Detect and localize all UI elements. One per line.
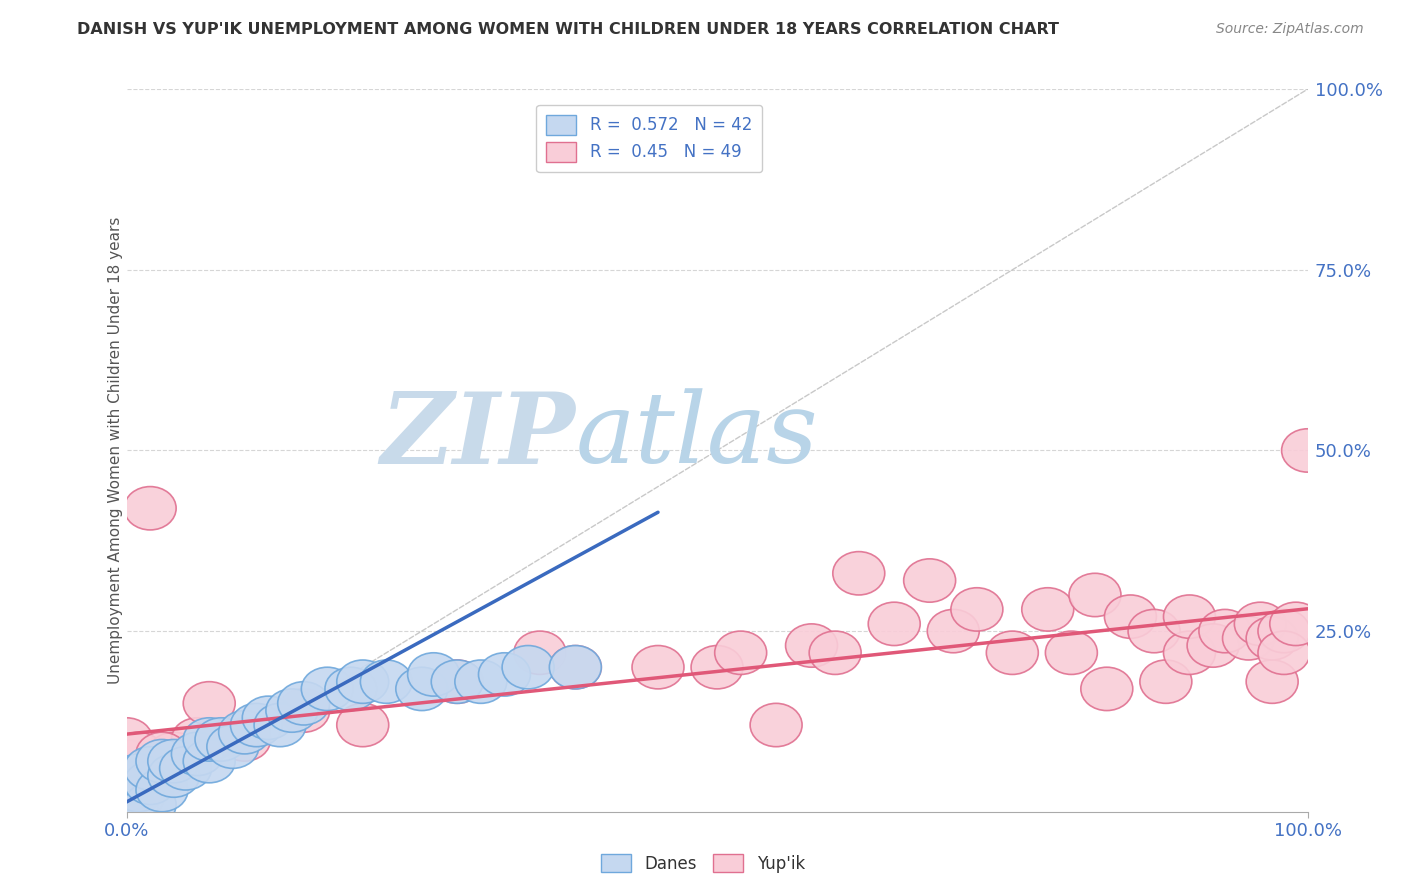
Ellipse shape xyxy=(160,747,211,790)
Ellipse shape xyxy=(101,776,152,819)
Ellipse shape xyxy=(1046,632,1097,674)
Ellipse shape xyxy=(337,703,388,747)
Ellipse shape xyxy=(254,703,307,747)
Ellipse shape xyxy=(832,551,884,595)
Ellipse shape xyxy=(550,118,602,161)
Ellipse shape xyxy=(550,646,602,689)
Ellipse shape xyxy=(148,739,200,783)
Ellipse shape xyxy=(136,754,188,797)
Ellipse shape xyxy=(1164,595,1215,639)
Ellipse shape xyxy=(112,754,165,797)
Ellipse shape xyxy=(101,783,152,826)
Ellipse shape xyxy=(101,790,152,833)
Ellipse shape xyxy=(207,725,259,768)
Ellipse shape xyxy=(101,783,152,826)
Ellipse shape xyxy=(1234,602,1286,646)
Ellipse shape xyxy=(1128,609,1180,653)
Ellipse shape xyxy=(231,703,283,747)
Ellipse shape xyxy=(325,667,377,711)
Ellipse shape xyxy=(360,660,412,703)
Ellipse shape xyxy=(124,747,176,790)
Ellipse shape xyxy=(1140,660,1192,703)
Ellipse shape xyxy=(101,790,152,833)
Ellipse shape xyxy=(124,487,176,530)
Ellipse shape xyxy=(124,783,176,826)
Ellipse shape xyxy=(124,761,176,805)
Ellipse shape xyxy=(928,609,979,653)
Ellipse shape xyxy=(172,718,224,761)
Ellipse shape xyxy=(183,718,235,761)
Ellipse shape xyxy=(136,768,188,812)
Ellipse shape xyxy=(714,632,766,674)
Ellipse shape xyxy=(219,711,270,754)
Ellipse shape xyxy=(1246,660,1298,703)
Ellipse shape xyxy=(148,754,200,797)
Ellipse shape xyxy=(136,732,188,776)
Ellipse shape xyxy=(172,732,224,776)
Ellipse shape xyxy=(478,653,530,696)
Ellipse shape xyxy=(242,696,294,739)
Ellipse shape xyxy=(1105,595,1156,639)
Ellipse shape xyxy=(101,761,152,805)
Ellipse shape xyxy=(456,660,506,703)
Ellipse shape xyxy=(278,689,329,732)
Text: Source: ZipAtlas.com: Source: ZipAtlas.com xyxy=(1216,22,1364,37)
Ellipse shape xyxy=(1187,624,1239,667)
Ellipse shape xyxy=(101,739,152,783)
Ellipse shape xyxy=(1282,429,1333,472)
Ellipse shape xyxy=(136,739,188,783)
Ellipse shape xyxy=(1258,632,1310,674)
Ellipse shape xyxy=(786,624,838,667)
Ellipse shape xyxy=(219,718,270,761)
Ellipse shape xyxy=(112,768,165,812)
Ellipse shape xyxy=(1069,574,1121,616)
Legend: Danes, Yup'ik: Danes, Yup'ik xyxy=(595,847,811,880)
Ellipse shape xyxy=(183,681,235,725)
Ellipse shape xyxy=(107,790,159,833)
Ellipse shape xyxy=(1022,588,1074,632)
Text: atlas: atlas xyxy=(575,388,818,483)
Ellipse shape xyxy=(1270,602,1322,646)
Ellipse shape xyxy=(278,681,329,725)
Ellipse shape xyxy=(692,646,742,689)
Ellipse shape xyxy=(101,776,152,819)
Ellipse shape xyxy=(751,703,801,747)
Ellipse shape xyxy=(987,632,1038,674)
Ellipse shape xyxy=(869,602,920,646)
Ellipse shape xyxy=(112,776,165,819)
Ellipse shape xyxy=(148,732,200,776)
Ellipse shape xyxy=(810,632,860,674)
Ellipse shape xyxy=(408,653,460,696)
Ellipse shape xyxy=(101,768,152,812)
Ellipse shape xyxy=(1199,609,1251,653)
Ellipse shape xyxy=(101,718,152,761)
Ellipse shape xyxy=(266,689,318,732)
Ellipse shape xyxy=(1258,609,1310,653)
Ellipse shape xyxy=(112,732,165,776)
Ellipse shape xyxy=(101,754,152,797)
Y-axis label: Unemployment Among Women with Children Under 18 years: Unemployment Among Women with Children U… xyxy=(108,217,122,684)
Ellipse shape xyxy=(1246,616,1298,660)
Ellipse shape xyxy=(515,632,565,674)
Ellipse shape xyxy=(432,660,484,703)
Ellipse shape xyxy=(396,667,447,711)
Ellipse shape xyxy=(112,768,165,812)
Ellipse shape xyxy=(502,646,554,689)
Ellipse shape xyxy=(337,660,388,703)
Ellipse shape xyxy=(195,718,247,761)
Ellipse shape xyxy=(1081,667,1133,711)
Text: ZIP: ZIP xyxy=(381,388,575,484)
Legend: R =  0.572   N = 42, R =  0.45   N = 49: R = 0.572 N = 42, R = 0.45 N = 49 xyxy=(537,104,762,172)
Ellipse shape xyxy=(550,646,602,689)
Ellipse shape xyxy=(1164,632,1215,674)
Ellipse shape xyxy=(183,739,235,783)
Ellipse shape xyxy=(633,646,683,689)
Text: DANISH VS YUP'IK UNEMPLOYMENT AMONG WOMEN WITH CHILDREN UNDER 18 YEARS CORRELATI: DANISH VS YUP'IK UNEMPLOYMENT AMONG WOME… xyxy=(77,22,1059,37)
Ellipse shape xyxy=(301,667,353,711)
Ellipse shape xyxy=(432,660,484,703)
Ellipse shape xyxy=(950,588,1002,632)
Ellipse shape xyxy=(1223,616,1274,660)
Ellipse shape xyxy=(904,558,956,602)
